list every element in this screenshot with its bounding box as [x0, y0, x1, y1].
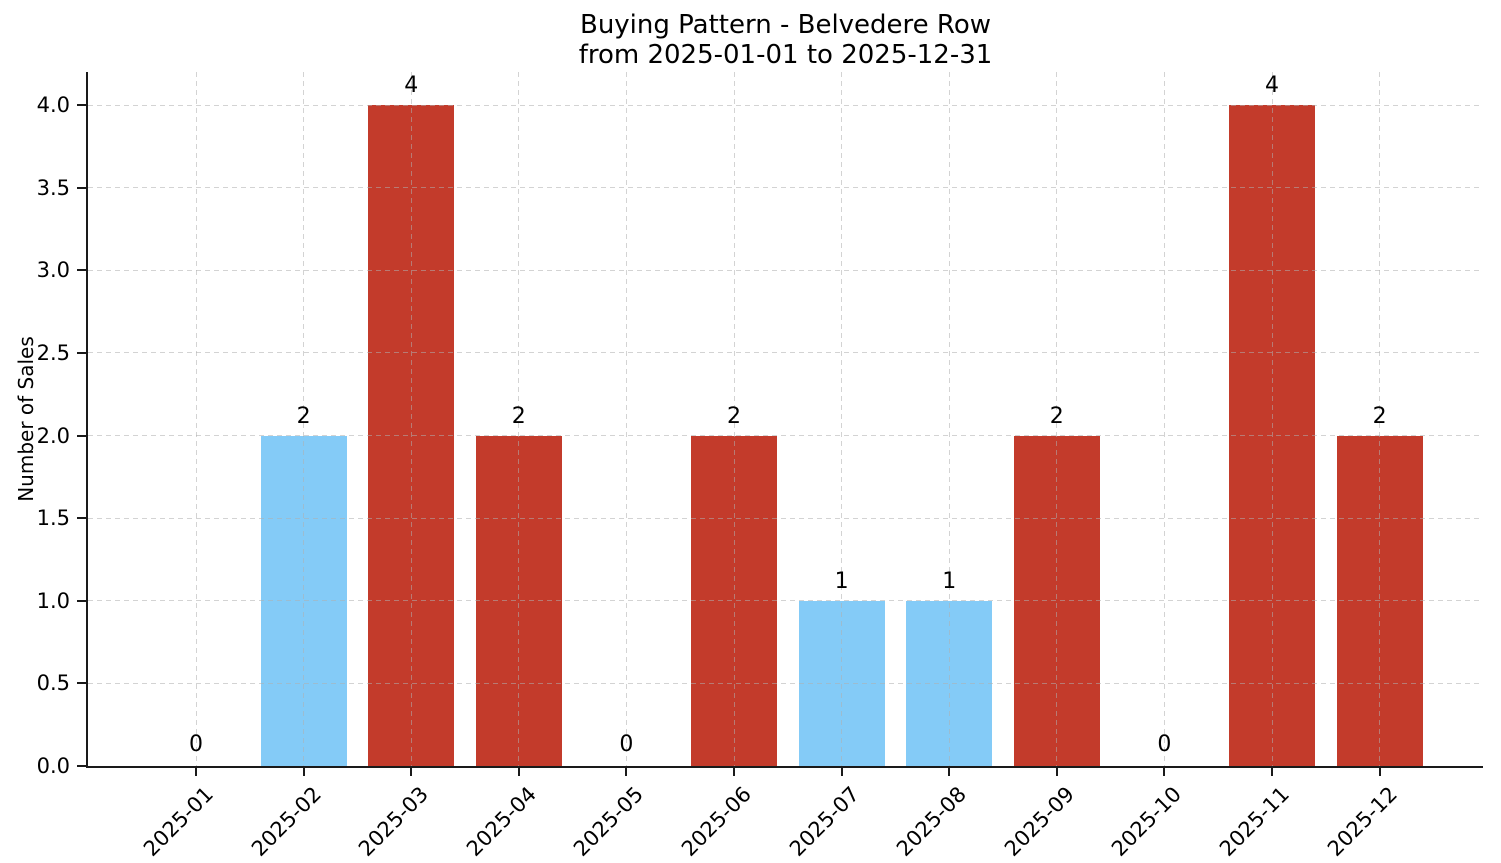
y-tick-label: 1.0 [36, 588, 70, 613]
grid-line-horizontal [88, 104, 1483, 106]
chart-title: Buying Pattern - Belvedere Row from 2025… [88, 10, 1483, 70]
grid-line-vertical [195, 72, 197, 766]
x-tick [840, 768, 843, 776]
grid-line-vertical [948, 72, 950, 766]
bar-value-label: 2 [296, 403, 311, 429]
bar-value-label: 4 [1265, 73, 1279, 99]
grid-line-horizontal [88, 517, 1483, 519]
x-tick [1055, 768, 1058, 776]
bar-value-label: 0 [189, 732, 203, 757]
grid-line-vertical [733, 72, 735, 766]
y-tick [77, 599, 86, 602]
grid-line-horizontal [88, 600, 1483, 602]
grid-line-vertical [1271, 72, 1273, 766]
bar-value-label: 2 [1372, 403, 1387, 429]
x-tick-label: 2025-11 [1214, 782, 1294, 862]
y-tick-label: 3.5 [36, 175, 70, 200]
grid-line-horizontal [88, 187, 1483, 189]
y-tick [77, 765, 86, 767]
grid-line-vertical [410, 72, 412, 766]
grid-line-vertical [1163, 72, 1165, 766]
x-tick [733, 768, 735, 776]
y-tick-label: 0.5 [36, 671, 70, 696]
x-axis-spine [86, 766, 1483, 768]
y-tick [77, 269, 86, 272]
y-tick-label: 3.0 [36, 258, 70, 283]
bar-value-label: 4 [404, 73, 419, 99]
bar-value-label: 2 [1049, 403, 1064, 429]
x-tick [517, 768, 520, 776]
y-tick [77, 682, 86, 685]
grid-line-vertical [625, 72, 627, 766]
y-tick-label: 2.5 [36, 340, 70, 365]
x-tick [195, 768, 197, 776]
grid-line-vertical [303, 72, 305, 766]
y-tick [77, 517, 86, 520]
grid-line-horizontal [88, 682, 1483, 684]
chart-title-line2: from 2025-01-01 to 2025-12-31 [578, 40, 993, 70]
x-tick-label: 2025-06 [676, 782, 756, 862]
x-tick-label: 2025-09 [999, 782, 1079, 862]
grid-line-vertical [518, 72, 520, 766]
y-tick [77, 104, 86, 107]
grid-line-horizontal [88, 352, 1483, 354]
bar-value-label: 0 [619, 732, 634, 757]
y-tick [77, 351, 86, 354]
y-axis-spine [86, 72, 88, 768]
x-tick [410, 768, 413, 776]
bar-value-label: 1 [942, 568, 957, 594]
x-tick [1271, 768, 1273, 776]
x-tick-label: 2025-03 [354, 782, 434, 862]
chart-title-line1: Buying Pattern - Belvedere Row [579, 10, 991, 40]
x-tick-label: 2025-05 [569, 782, 649, 862]
grid-line-horizontal [88, 269, 1483, 271]
bar-value-label: 2 [511, 403, 526, 429]
x-tick-label: 2025-12 [1322, 782, 1402, 862]
x-tick-label: 2025-10 [1107, 782, 1187, 862]
x-tick [1378, 768, 1381, 776]
x-tick [625, 768, 628, 776]
x-tick [302, 768, 305, 776]
x-tick [1163, 768, 1166, 776]
x-tick-label: 2025-02 [246, 782, 326, 862]
grid-line-vertical [841, 72, 843, 766]
bar-value-label: 2 [727, 403, 741, 429]
x-tick [948, 768, 951, 776]
y-tick-label: 0.0 [36, 754, 70, 778]
y-tick-label: 2.0 [36, 423, 70, 448]
x-tick-label: 2025-01 [138, 782, 218, 862]
y-tick-label: 1.5 [36, 506, 70, 531]
x-tick-label: 2025-04 [461, 782, 541, 862]
grid-line-vertical [1379, 72, 1381, 766]
y-tick [77, 186, 86, 189]
bar-value-label: 1 [834, 568, 849, 594]
grid-line-vertical [1056, 72, 1058, 766]
y-tick-label: 4.0 [36, 93, 70, 118]
x-tick-label: 2025-08 [892, 782, 972, 862]
x-tick-label: 2025-07 [784, 782, 864, 862]
bar-value-label: 0 [1157, 732, 1172, 757]
plot-area: 0.0 0.5 1.0 1.5 2.0 2.5 3.0 3.5 4.0 2025-01 2025-0… [37, 72, 1483, 861]
y-tick [77, 434, 86, 437]
grid-line-horizontal [88, 435, 1483, 437]
